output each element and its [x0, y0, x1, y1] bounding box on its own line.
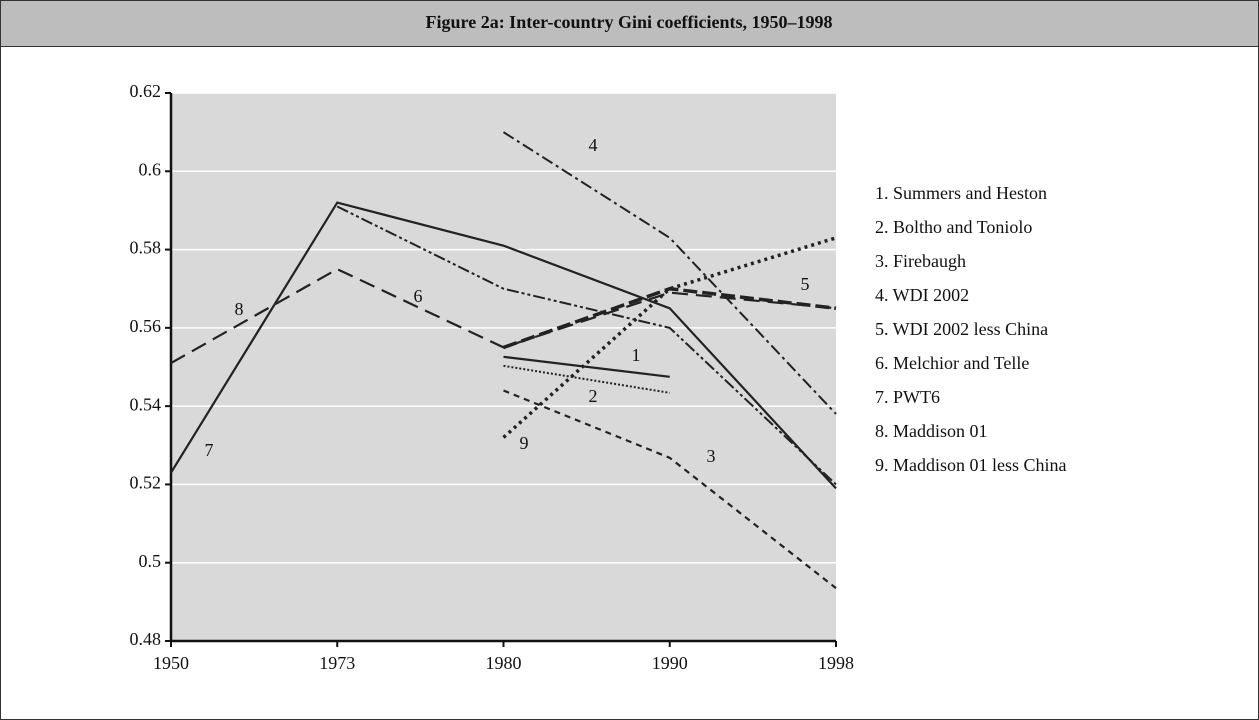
- legend-entry: 1. Summers and Heston: [875, 183, 1047, 203]
- line-label: 3: [707, 446, 716, 466]
- legend-entry: 3. Firebaugh: [875, 251, 966, 271]
- y-tick-label: 0.52: [130, 473, 162, 493]
- header-bar: [0, 0, 1259, 47]
- line-label: 9: [520, 433, 529, 453]
- x-tick-label: 1980: [486, 653, 522, 673]
- series-line: [503, 389, 837, 590]
- series-line: [336, 205, 837, 486]
- line-label: 1: [632, 345, 641, 365]
- legend-entry: 8. Maddison 01: [875, 421, 988, 441]
- series-line: [502, 236, 837, 439]
- chart-title: Figure 2a: Inter-country Gini coefficien…: [426, 12, 833, 32]
- series-line: [170, 201, 837, 490]
- line-label: 6: [414, 286, 423, 306]
- legend-entry: 5. WDI 2002 less China: [875, 319, 1048, 339]
- line-label: 8: [235, 299, 244, 319]
- legend-entry: 9. Maddison 01 less China: [875, 455, 1067, 475]
- line-label: 7: [205, 440, 214, 460]
- y-tick-label: 0.62: [130, 81, 162, 101]
- y-tick-label: 0.58: [130, 238, 162, 258]
- x-tick-label: 1950: [153, 653, 189, 673]
- legend-entry: 4. WDI 2002: [875, 285, 969, 305]
- line-label: 4: [589, 135, 598, 155]
- y-tick-label: 0.6: [139, 159, 162, 179]
- x-tick-label: 1990: [652, 653, 688, 673]
- legend-entry: 7. PWT6: [875, 387, 940, 407]
- x-tick-label: 1998: [818, 653, 854, 673]
- line-label: 5: [801, 274, 810, 294]
- series-line: [502, 286, 837, 350]
- series-line: [503, 364, 670, 394]
- y-tick-label: 0.56: [130, 316, 162, 336]
- plot-area: [171, 93, 836, 641]
- y-tick-label: 0.54: [130, 394, 162, 414]
- legend-entry: 2. Boltho and Toniolo: [875, 217, 1032, 237]
- y-tick-label: 0.48: [130, 629, 162, 649]
- legend-entry: 6. Melchior and Telle: [875, 353, 1029, 373]
- line-label: 2: [589, 386, 598, 406]
- series-line: [503, 355, 670, 378]
- y-tick-label: 0.5: [139, 551, 162, 571]
- x-tick-label: 1973: [319, 653, 355, 673]
- series-line: [170, 267, 837, 365]
